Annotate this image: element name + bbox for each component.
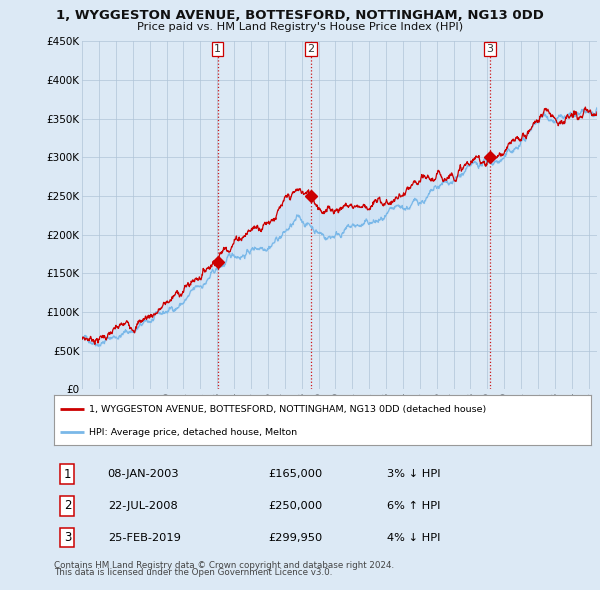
Text: 25-FEB-2019: 25-FEB-2019 <box>108 533 181 543</box>
Text: 3: 3 <box>64 531 71 544</box>
Text: 3% ↓ HPI: 3% ↓ HPI <box>387 469 440 479</box>
Text: 22-JUL-2008: 22-JUL-2008 <box>108 501 178 511</box>
Text: 1, WYGGESTON AVENUE, BOTTESFORD, NOTTINGHAM, NG13 0DD: 1, WYGGESTON AVENUE, BOTTESFORD, NOTTING… <box>56 9 544 22</box>
Text: 3: 3 <box>487 44 493 54</box>
Text: £250,000: £250,000 <box>269 501 323 511</box>
Text: 2: 2 <box>64 499 71 512</box>
Text: 6% ↑ HPI: 6% ↑ HPI <box>387 501 440 511</box>
Text: This data is licensed under the Open Government Licence v3.0.: This data is licensed under the Open Gov… <box>54 568 332 577</box>
Text: Price paid vs. HM Land Registry's House Price Index (HPI): Price paid vs. HM Land Registry's House … <box>137 22 463 32</box>
Text: 08-JAN-2003: 08-JAN-2003 <box>108 469 179 479</box>
Text: 4% ↓ HPI: 4% ↓ HPI <box>387 533 440 543</box>
Text: £165,000: £165,000 <box>269 469 323 479</box>
Text: HPI: Average price, detached house, Melton: HPI: Average price, detached house, Melt… <box>89 428 297 437</box>
Text: 2: 2 <box>308 44 314 54</box>
Text: 1: 1 <box>214 44 221 54</box>
Text: 1, WYGGESTON AVENUE, BOTTESFORD, NOTTINGHAM, NG13 0DD (detached house): 1, WYGGESTON AVENUE, BOTTESFORD, NOTTING… <box>89 405 486 414</box>
Text: £299,950: £299,950 <box>269 533 323 543</box>
Text: Contains HM Land Registry data © Crown copyright and database right 2024.: Contains HM Land Registry data © Crown c… <box>54 561 394 570</box>
Text: 1: 1 <box>64 468 71 481</box>
